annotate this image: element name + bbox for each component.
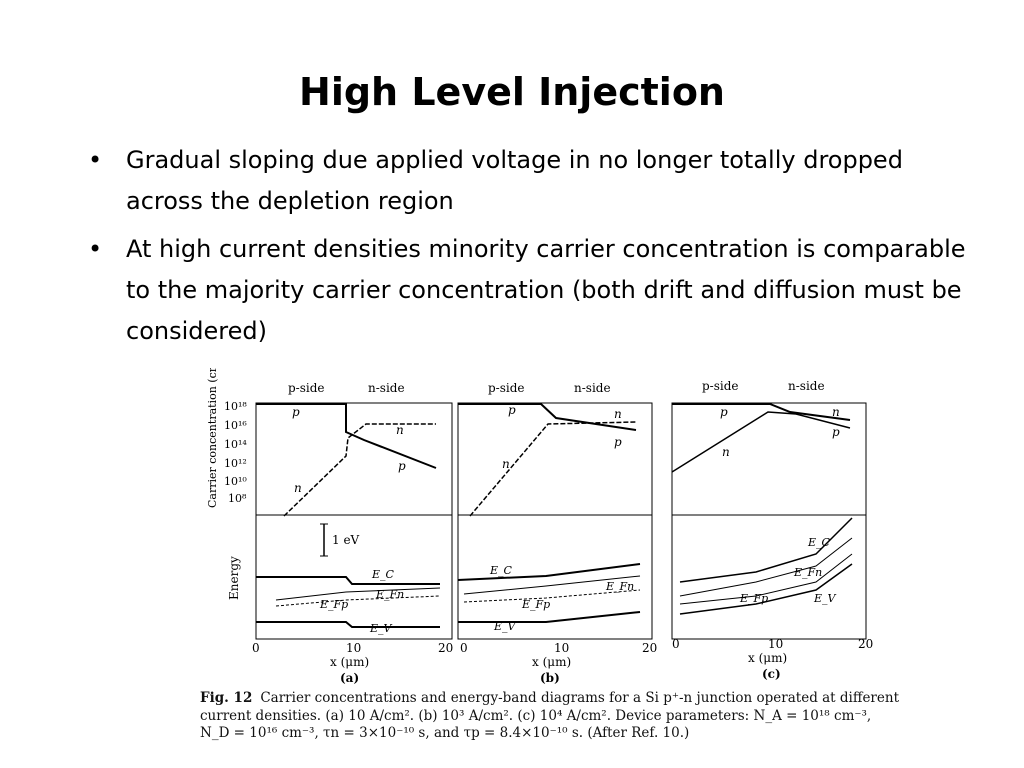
curve-Ev [458, 611, 641, 623]
x-tick-label: 20 [438, 641, 453, 655]
band-label: E_V [369, 622, 393, 635]
bullet-text: Gradual sloping due applied voltage in n… [126, 146, 903, 215]
bullet-item: • Gradual sloping due applied voltage in … [88, 140, 978, 222]
scale-bar-label: 1 eV [332, 533, 360, 547]
y-tick-label: 10⁸ [228, 492, 247, 505]
curve-Efn [463, 575, 641, 595]
curve-label: p [720, 405, 728, 419]
panel-label: (a) [340, 671, 359, 685]
panel-label: (c) [762, 667, 781, 681]
y-tick-label: 10¹⁰ [224, 475, 247, 488]
curve-label: n [396, 423, 404, 437]
panel-frame [457, 402, 653, 640]
band-label: E_Fn [375, 588, 404, 601]
band-label: E_C [489, 564, 513, 577]
curve-label: n [722, 445, 730, 459]
x-tick-label: 10 [554, 641, 569, 655]
curve-Efp [463, 589, 641, 603]
y-tick-label: 10¹⁴ [224, 438, 247, 451]
curve-n [671, 411, 851, 473]
curve-Ev [679, 563, 853, 615]
band-label: E_C [371, 568, 395, 581]
curve-label: p [292, 405, 300, 419]
curve-Ec [457, 563, 641, 581]
curve-Efp [679, 553, 853, 605]
x-tick-label: 0 [252, 641, 260, 655]
x-tick-label: 10 [346, 641, 361, 655]
curve-label: n [294, 481, 302, 495]
curve-n [283, 423, 436, 517]
curve-p [672, 403, 851, 421]
side-label-n: n-side [788, 379, 825, 393]
y-tick-label: 10¹² [224, 457, 247, 470]
side-label-p: p-side [702, 379, 739, 393]
side-label-p: p-side [288, 381, 325, 395]
curve-p [458, 403, 637, 431]
slide-title: High Level Injection [299, 70, 725, 114]
curve-label: p [614, 435, 622, 449]
y-tick-label: 10¹⁸ [224, 400, 247, 413]
x-tick-label: 0 [460, 641, 468, 655]
x-tick-label: 20 [642, 641, 657, 655]
curve-label: p [832, 425, 840, 439]
band-label: E_V [493, 620, 517, 633]
curve-label: n [502, 457, 510, 471]
curve-p [256, 403, 437, 469]
curve-Efn [275, 587, 441, 601]
side-label-n: n-side [368, 381, 405, 395]
bullet-text: At high current densities minority carri… [126, 235, 966, 345]
band-label: E_Fp [319, 598, 348, 611]
figure-scan: Carrier concentration (cm⁻³) Energy 10¹⁸… [196, 368, 920, 768]
x-axis-label: x (μm) [748, 651, 787, 665]
band-label: E_Fp [521, 598, 550, 611]
curve-Ec [679, 517, 853, 583]
panel-b: p-side n-side p n n p E_C E_Fn E_Fp E_V … [457, 381, 657, 685]
curve-Efn [679, 537, 853, 597]
curve-label: p [508, 403, 516, 417]
band-label: E_Fp [739, 592, 768, 605]
curve-Ec [256, 576, 440, 585]
band-label: E_Fn [793, 566, 822, 579]
curve-Ev [256, 621, 440, 628]
curve-label: n [832, 405, 840, 419]
figure-caption: Fig. 12 Carrier concentrations and energy… [200, 690, 900, 743]
caption-text: Carrier concentrations and energy-band d… [200, 690, 899, 741]
y-label-energy: Energy [227, 556, 241, 600]
curve-label: n [614, 407, 622, 421]
bullet-item: • At high current densities minority carr… [88, 229, 978, 352]
panel-c: p-side n-side p n n p E_C E_Fn E_Fp E_V … [671, 379, 873, 681]
x-tick-label: 10 [768, 637, 783, 651]
x-tick-label: 0 [672, 637, 680, 651]
panel-frame [255, 402, 453, 640]
y-label-concentration: Carrier concentration (cm⁻³) [206, 368, 219, 508]
y-tick-label: 10¹⁶ [224, 419, 247, 432]
panel-label: (b) [540, 671, 560, 685]
panel-a: p-side n-side p n n p E_C E_Fn E_Fp E_V … [252, 381, 453, 685]
figure-number: Fig. 12 [200, 690, 253, 706]
x-tick-label: 20 [858, 637, 873, 651]
bullet-dot-icon: • [88, 235, 103, 263]
band-label: E_Fn [605, 580, 634, 593]
band-label: E_V [813, 592, 837, 605]
x-axis-label: x (μm) [532, 655, 571, 669]
band-label: E_C [807, 536, 831, 549]
curve-Efp [275, 595, 441, 607]
curve-label: p [398, 459, 406, 473]
x-axis-label: x (μm) [330, 655, 369, 669]
curve-n [469, 421, 637, 517]
figure-drawing: Carrier concentration (cm⁻³) Energy 10¹⁸… [206, 368, 873, 685]
side-label-n: n-side [574, 381, 611, 395]
bullet-list: • Gradual sloping due applied voltage in … [88, 140, 978, 359]
side-label-p: p-side [488, 381, 525, 395]
bullet-dot-icon: • [88, 146, 103, 174]
